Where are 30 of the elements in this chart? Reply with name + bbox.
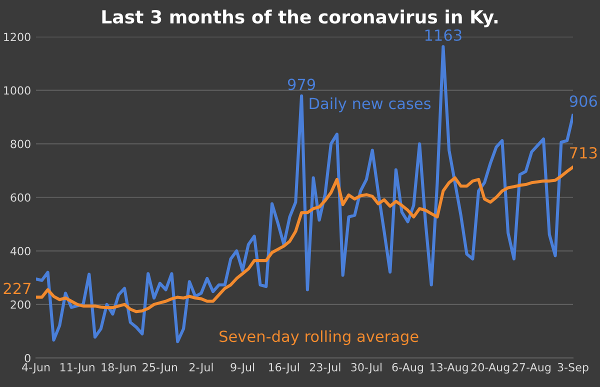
x-tick-label: 30-Jul: [351, 362, 382, 374]
x-tick-label: 4-Jun: [22, 363, 50, 374]
chart-title: Last 3 months of the coronavirus in Ky.: [102, 10, 498, 28]
x-tick-label: 11-Jun: [60, 363, 94, 374]
y-tick-label: 400: [10, 246, 30, 256]
y-tick-label: 800: [10, 140, 30, 148]
y-tick-label: 1200: [4, 32, 30, 42]
y-tick-label: 0: [24, 354, 30, 362]
x-tick-label: 25-Jun: [142, 363, 178, 374]
x-tick-label: 20-Aug: [471, 363, 510, 374]
x-tick-label: 3-Sep: [558, 363, 588, 374]
y-tick-label: 200: [10, 300, 30, 309]
data-label: 906: [570, 95, 598, 107]
x-tick-label: 9-Jul: [230, 362, 254, 374]
series-label: Daily new cases: [310, 97, 431, 112]
data-label: 713: [570, 147, 597, 159]
x-tick-label: 2-Jul: [189, 362, 213, 374]
series-label: Seven-day rolling average: [220, 330, 418, 346]
data-label: 227: [4, 282, 31, 294]
data-label: 979: [288, 78, 316, 90]
x-tick-label: 16-Jul: [268, 362, 299, 374]
data-label: 1163: [425, 29, 462, 41]
x-tick-label: 13-Aug: [430, 363, 468, 374]
x-tick-label: 6-Aug: [392, 363, 424, 374]
y-tick-label: 600: [10, 193, 30, 202]
x-tick-label: 23-Jul: [310, 362, 340, 374]
x-tick-label: 18-Jun: [102, 363, 136, 374]
line-series: [36, 166, 573, 314]
y-tick-label: 1000: [4, 86, 30, 95]
x-tick-label: 27-Aug: [512, 363, 550, 374]
